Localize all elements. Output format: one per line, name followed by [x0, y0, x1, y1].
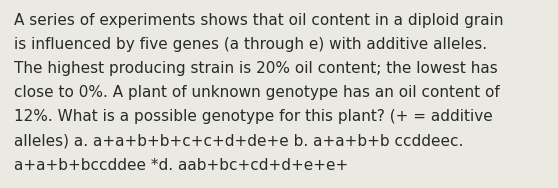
Text: alleles) a. a+a+b+b+c+c+d+de+e b. a+a+b+b ccddeec.: alleles) a. a+a+b+b+c+c+d+de+e b. a+a+b+… [14, 133, 463, 149]
Text: close to 0%. A plant of unknown genotype has an oil content of: close to 0%. A plant of unknown genotype… [14, 85, 500, 100]
Text: 12%. What is a possible genotype for this plant? (+ = additive: 12%. What is a possible genotype for thi… [14, 109, 493, 124]
Text: The highest producing strain is 20% oil content; the lowest has: The highest producing strain is 20% oil … [14, 61, 498, 76]
Text: a+a+b+bccddee *d. aab+bc+cd+d+e+e+: a+a+b+bccddee *d. aab+bc+cd+d+e+e+ [14, 158, 348, 173]
Text: A series of experiments shows that oil content in a diploid grain: A series of experiments shows that oil c… [14, 13, 503, 28]
Text: is influenced by five genes (a through e) with additive alleles.: is influenced by five genes (a through e… [14, 37, 487, 52]
